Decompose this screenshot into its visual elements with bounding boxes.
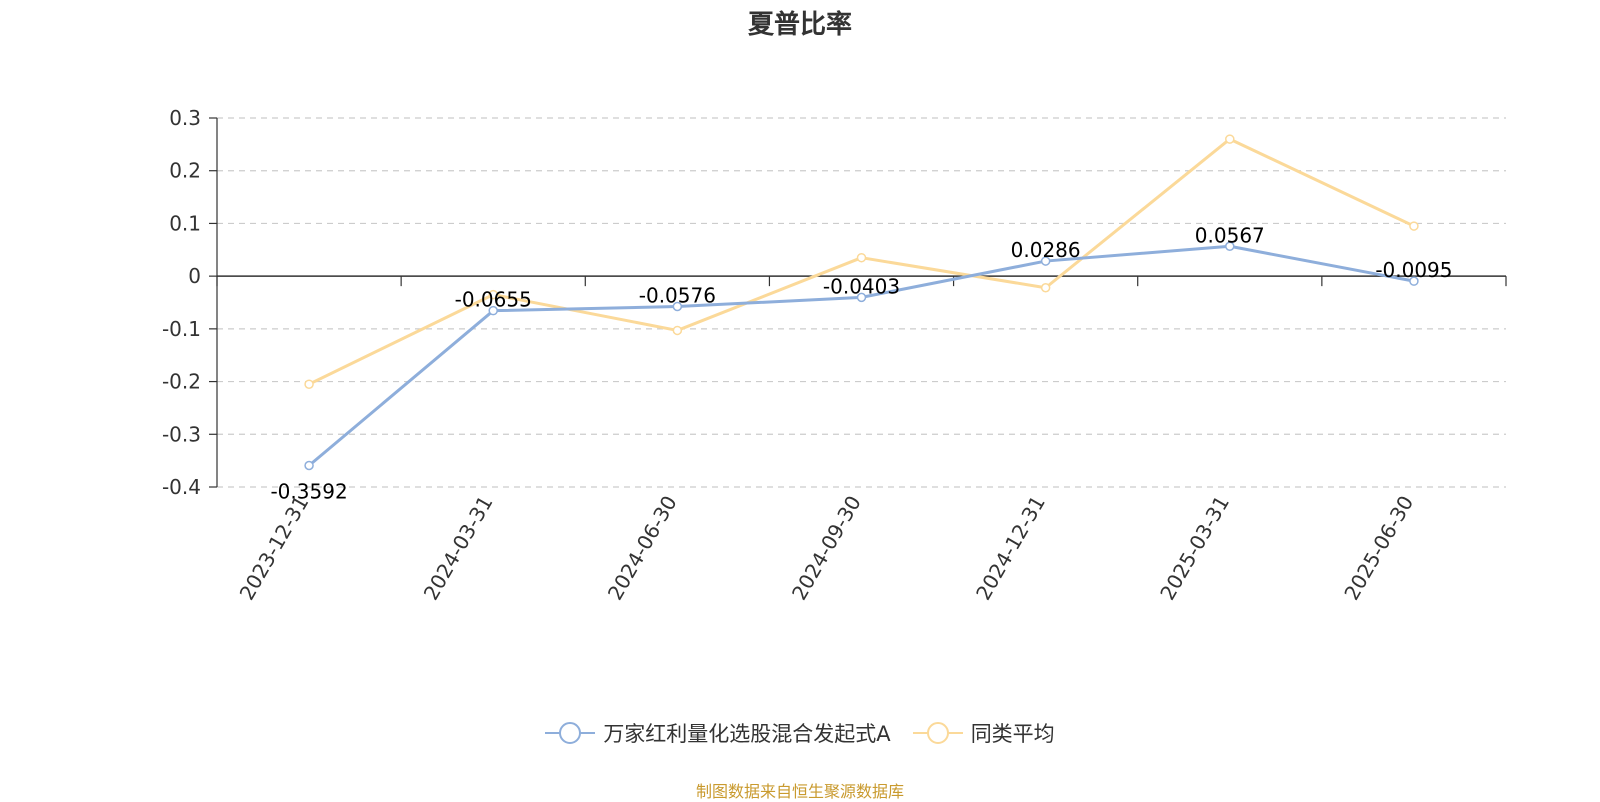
series-point-0 bbox=[488, 305, 498, 316]
legend: 万家红利量化选股混合发起式A 同类平均 bbox=[0, 718, 1600, 748]
legend-marker-icon bbox=[545, 722, 596, 744]
data-label: 0.0567 bbox=[1195, 223, 1265, 247]
y-tick-label: 0.2 bbox=[169, 159, 201, 183]
grid-lines bbox=[217, 117, 1506, 488]
y-tick-label: -0.3 bbox=[162, 422, 201, 446]
series-point-1 bbox=[1225, 134, 1235, 144]
series-point-1 bbox=[488, 289, 498, 300]
y-tick-label: -0.2 bbox=[162, 370, 201, 394]
legend-marker-icon bbox=[912, 722, 963, 744]
series-point-0 bbox=[1040, 256, 1051, 266]
data-label: -0.3592 bbox=[270, 479, 347, 503]
y-tick-label: 0.1 bbox=[169, 211, 201, 235]
series-point-1 bbox=[672, 325, 683, 336]
data-label: -0.0403 bbox=[823, 274, 900, 298]
y-tick-label: -0.1 bbox=[162, 317, 201, 341]
legend-item-fund[interactable]: 万家红利量化选股混合发起式A bbox=[545, 718, 891, 748]
axes: 0.3 0.2 0.1 0 -0.1 -0.2 -0.3 -0.4 2023-12-31 2024… bbox=[162, 106, 1507, 605]
y-tick-label: -0.4 bbox=[162, 475, 201, 499]
series-point-0 bbox=[856, 292, 867, 303]
data-label: 0.0286 bbox=[1011, 238, 1081, 262]
x-tick-label: 2025-06-30 bbox=[1339, 492, 1418, 605]
x-tick-label: 2024-06-30 bbox=[603, 492, 682, 605]
data-label: -0.0655 bbox=[455, 288, 532, 312]
series-point-0 bbox=[1225, 241, 1235, 252]
series-point-1 bbox=[856, 252, 867, 263]
y-tick-label: 0.3 bbox=[169, 106, 201, 130]
chart-title: 夏普比率 bbox=[747, 10, 852, 40]
data-label: -0.0095 bbox=[1375, 258, 1452, 282]
series-point-0 bbox=[1409, 276, 1419, 286]
data-label: -0.0576 bbox=[639, 284, 716, 308]
x-tick-label: 2024-03-31 bbox=[419, 492, 498, 605]
x-tick-label: 2024-12-31 bbox=[971, 492, 1050, 605]
y-tick-label: 0 bbox=[188, 264, 201, 288]
series-point-1 bbox=[1409, 221, 1419, 231]
legend-label-peer-average: 同类平均 bbox=[970, 722, 1055, 746]
x-tick-label: 2024-09-30 bbox=[787, 492, 866, 605]
x-tick-label: 2023-12-31 bbox=[234, 492, 313, 605]
series-point-0 bbox=[304, 460, 314, 471]
series-point-1 bbox=[304, 379, 314, 389]
legend-item-peer-average[interactable]: 同类平均 bbox=[912, 718, 1055, 748]
series-lines bbox=[304, 134, 1419, 471]
x-tick-label: 2025-03-31 bbox=[1155, 492, 1234, 605]
data-labels: -0.3592 -0.0655 -0.0576 -0.0403 0.0286 0.0567… bbox=[270, 223, 1452, 503]
source-note: 制图数据来自恒生聚源数据库 bbox=[695, 782, 904, 801]
series-point-1 bbox=[1040, 282, 1051, 293]
series-point-0 bbox=[672, 301, 683, 312]
legend-label-fund: 万家红利量化选股混合发起式A bbox=[603, 722, 891, 746]
